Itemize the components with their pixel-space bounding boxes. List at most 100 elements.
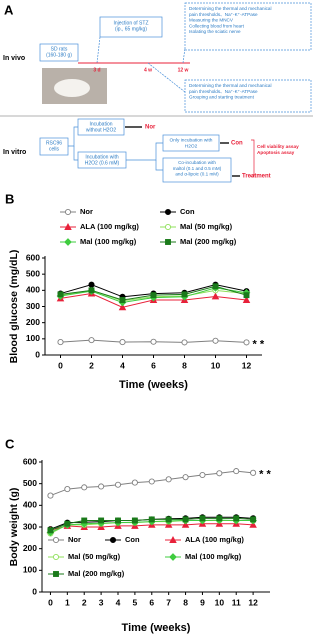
- marker: [109, 536, 117, 544]
- connector: [155, 160, 163, 171]
- figure: A In vivo SD rats(160-180 g) Injection of …: [0, 2, 313, 634]
- diagram-text: Nor: [145, 125, 156, 131]
- diagram-text: Injection of STZ: [113, 20, 148, 26]
- diagram-text: Isolating the sciatic nerve: [189, 29, 241, 34]
- y-axis-label: Blood glucose (mg/dL): [8, 250, 20, 364]
- connector: [126, 142, 163, 161]
- marker: [216, 470, 223, 477]
- legend-label: Mal (100 mg/kg): [80, 237, 137, 246]
- diagram-text: pain thresholds、Na⁺-K⁺-ATPase: [189, 12, 258, 17]
- marker: [81, 484, 88, 491]
- diagram-text: Collecting blood from heart: [189, 23, 245, 28]
- y-tick-label: 100: [26, 333, 40, 343]
- marker: [57, 291, 64, 298]
- box: [162, 157, 232, 183]
- y-tick-label: 200: [23, 543, 37, 553]
- x-tick-label: 4: [116, 597, 121, 607]
- marker: [182, 474, 189, 481]
- panel-label: C: [5, 436, 15, 451]
- diagram-text: H2O2 (0.6 mM): [85, 161, 120, 167]
- x-tick-label: 12: [242, 360, 252, 370]
- diagram-text: H2O2: [185, 143, 198, 149]
- connector: [96, 36, 101, 64]
- diagram-shapes: [0, 2, 313, 183]
- marker: [52, 553, 60, 561]
- marker: [64, 223, 72, 230]
- marker: [181, 520, 190, 528]
- marker: [88, 337, 95, 344]
- y-tick-label: 400: [23, 500, 37, 510]
- box: [184, 2, 312, 51]
- legend-label: Con: [125, 535, 140, 544]
- marker: [199, 515, 206, 522]
- diagram-text: In vitro: [3, 149, 26, 156]
- y-tick-label: 500: [26, 268, 40, 278]
- x-tick-label: 10: [215, 597, 225, 607]
- marker: [243, 339, 250, 346]
- diagram-text: RSC96: [46, 140, 62, 146]
- diagram-text: without H2O2: [86, 128, 117, 134]
- marker: [181, 339, 188, 346]
- panel-label: A: [4, 2, 14, 17]
- y-tick-label: 400: [26, 285, 40, 295]
- legend-label: Con: [180, 207, 195, 216]
- x-tick-label: 5: [133, 597, 138, 607]
- x-tick-label: 3: [99, 597, 104, 607]
- diagram-text: SD rats: [51, 46, 68, 52]
- x-tick-label: 2: [89, 360, 94, 370]
- diagram-text: Co-incubation with: [178, 160, 216, 165]
- marker: [98, 517, 105, 524]
- box: [99, 16, 163, 38]
- diagram-text: Measuring the MNCV: [189, 18, 234, 23]
- marker: [212, 283, 219, 290]
- marker: [150, 338, 157, 345]
- marker: [64, 520, 71, 527]
- box: [39, 137, 69, 156]
- marker: [199, 471, 206, 479]
- marker: [242, 296, 251, 303]
- marker: [165, 476, 172, 483]
- marker: [250, 469, 257, 476]
- x-tick-label: 12: [248, 597, 258, 607]
- y-tick-label: 100: [23, 565, 37, 575]
- diagram-text: Cell viability assay: [257, 144, 299, 149]
- panel-label: B: [5, 191, 14, 206]
- x-tick-label: 6: [151, 360, 156, 370]
- marker: [81, 517, 88, 524]
- marker: [233, 515, 240, 522]
- marker: [118, 303, 127, 311]
- x-tick-label: 0: [58, 360, 63, 370]
- marker: [52, 536, 60, 544]
- diagram-text: Grouping and starting treatment: [189, 95, 255, 100]
- marker: [165, 516, 172, 523]
- x-tick-label: 4: [120, 360, 125, 370]
- marker: [164, 208, 172, 216]
- marker: [243, 292, 250, 299]
- marker: [131, 517, 138, 524]
- marker: [64, 238, 72, 246]
- x-tick-label: 7: [166, 597, 171, 607]
- marker: [64, 208, 72, 216]
- diagram-text: 3 d: [93, 67, 100, 73]
- marker: [212, 337, 219, 344]
- bracket: [250, 139, 255, 177]
- y-tick-label: 500: [23, 478, 37, 488]
- legend-label: Mal (50 mg/kg): [180, 222, 233, 231]
- marker: [47, 492, 54, 499]
- legend-label: ALA (100 mg/kg): [80, 222, 139, 231]
- x-tick-label: 0: [48, 597, 53, 607]
- diagram-text: Determining the thermal and mechanical: [189, 6, 271, 11]
- marker: [131, 479, 138, 486]
- box: [162, 134, 220, 152]
- diagram-text: Incubation with: [85, 154, 119, 160]
- diagram-text: maltol (0.1 and 0.5 mM): [173, 166, 222, 171]
- y-tick-label: 200: [26, 317, 40, 327]
- x-tick-label: 10: [211, 360, 221, 370]
- marker: [250, 516, 257, 523]
- diagram-text: and α-lipoic (0.1 mM): [175, 172, 219, 177]
- marker: [169, 553, 177, 561]
- y-tick-label: 600: [26, 252, 40, 262]
- marker: [164, 223, 172, 231]
- y-tick-label: 0: [35, 349, 40, 359]
- connector: [182, 47, 186, 64]
